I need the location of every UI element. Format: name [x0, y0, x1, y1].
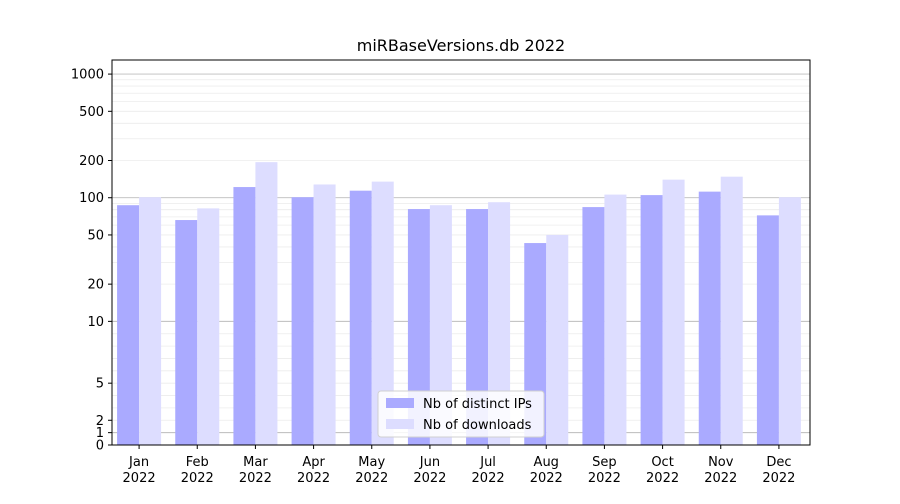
- legend-label: Nb of distinct IPs: [423, 397, 532, 412]
- legend-label: Nb of downloads: [423, 418, 532, 433]
- y-tick-label: 10: [87, 315, 104, 330]
- bar-distinct-ips: [407, 209, 430, 445]
- bar-distinct-ips: [175, 220, 198, 445]
- grid-lines: [112, 73, 810, 434]
- bar-distinct-ips: [582, 207, 605, 445]
- bar-downloads: [197, 208, 220, 445]
- bar-downloads: [313, 184, 336, 445]
- bar-downloads: [429, 205, 452, 445]
- bar-distinct-ips: [466, 209, 489, 445]
- y-tick-label: 2: [96, 414, 104, 429]
- legend: Nb of distinct IPs Nb of downloads: [377, 390, 545, 438]
- legend-swatch: [386, 419, 414, 429]
- bar-downloads: [662, 179, 685, 446]
- bars: [117, 162, 801, 446]
- y-tick-label: 0: [96, 439, 104, 454]
- y-tick-label: 5: [96, 377, 104, 392]
- x-tick-label: Mar 2022: [239, 455, 272, 486]
- x-tick-label: Jul 2022: [472, 455, 505, 486]
- bar-downloads: [371, 181, 394, 446]
- bar-distinct-ips: [640, 195, 663, 445]
- bar-distinct-ips: [233, 187, 256, 446]
- x-tick-label: Jan 2022: [123, 455, 156, 486]
- y-tick-label: 200: [79, 154, 104, 169]
- bar-distinct-ips: [756, 215, 779, 445]
- bar-distinct-ips: [698, 191, 721, 445]
- y-tick-label: 500: [79, 105, 104, 120]
- x-tick-label: Aug 2022: [530, 455, 563, 486]
- x-tick-label: Feb 2022: [181, 455, 214, 486]
- x-tick-label: Sep 2022: [588, 455, 621, 486]
- axes: 012 5 10 20 50 100 200 500 1000 Jan 2022 Feb 2022 Mar…: [71, 59, 811, 486]
- bar-distinct-ips: [349, 190, 372, 445]
- y-tick-label: 50: [87, 228, 104, 243]
- bar-distinct-ips: [291, 197, 314, 445]
- x-tick-label: Oct 2022: [646, 455, 679, 486]
- bar-downloads: [604, 194, 627, 445]
- y-tick-label: 1000: [71, 68, 104, 83]
- plot-frame: [111, 59, 811, 446]
- x-tick-label: Nov 2022: [704, 455, 737, 486]
- x-tick-label: Jun 2022: [413, 455, 446, 486]
- x-tick-label: May 2022: [355, 455, 388, 486]
- bar-downloads: [139, 197, 162, 445]
- bar-downloads: [778, 197, 801, 445]
- legend-box: [377, 390, 545, 438]
- x-tick-label: Dec 2022: [762, 455, 795, 486]
- bar-downloads: [720, 176, 743, 446]
- y-tick-label: 1: [96, 426, 104, 441]
- bar-downloads: [546, 234, 569, 445]
- y-tick-label: 20: [87, 278, 104, 293]
- bar-downloads: [255, 162, 278, 446]
- y-tick-label: 100: [79, 191, 104, 206]
- x-tick-label: Apr 2022: [297, 455, 330, 486]
- legend-swatch: [386, 398, 414, 408]
- bar-downloads: [488, 202, 511, 445]
- chart-title: miRBaseVersions.db 2022: [357, 36, 565, 55]
- bar-distinct-ips: [117, 205, 140, 445]
